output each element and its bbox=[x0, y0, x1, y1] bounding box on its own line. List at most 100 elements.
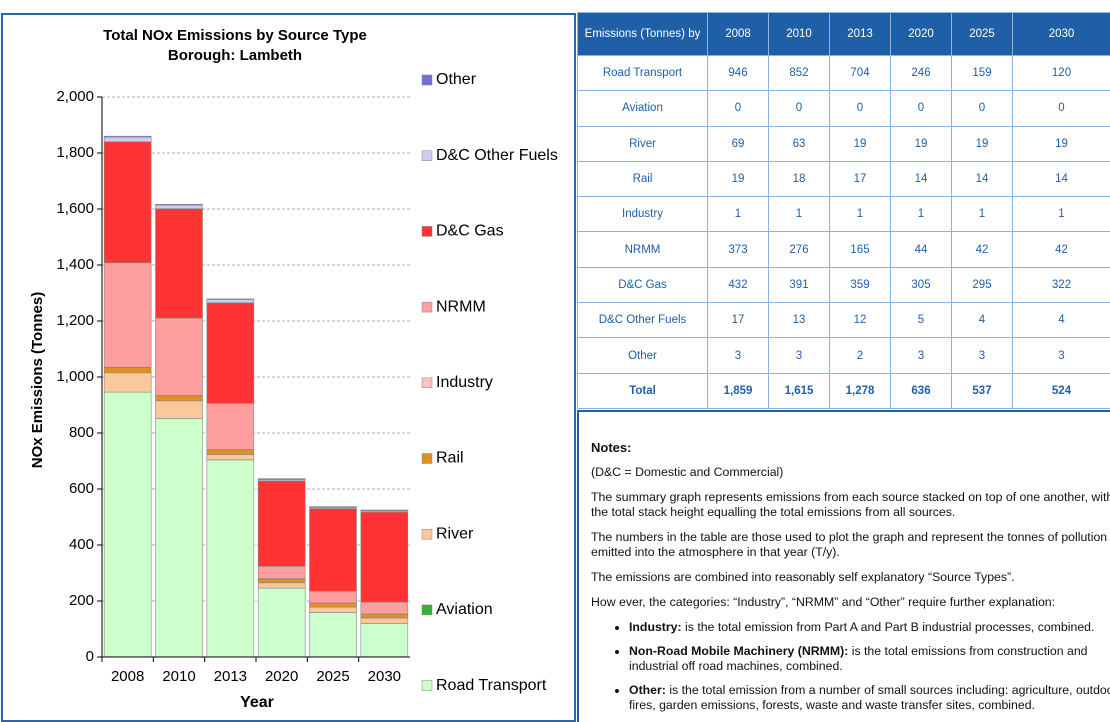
table-cell: 1 bbox=[707, 196, 769, 233]
table-cell: 159 bbox=[951, 54, 1013, 92]
table-cell: 1 bbox=[890, 196, 952, 233]
bar-segment bbox=[309, 602, 357, 608]
table-row: Other 3 3 2 3 3 3 bbox=[577, 337, 1110, 374]
chart-subtitle: Borough: Lambeth bbox=[168, 47, 302, 64]
y-tick-label: 600 bbox=[69, 480, 94, 497]
bar-segment bbox=[103, 372, 152, 393]
table-cell: 19 bbox=[890, 125, 952, 162]
legend-label: Rail bbox=[436, 450, 464, 467]
bar-segment bbox=[103, 141, 152, 264]
table-cell: 946 bbox=[707, 54, 769, 92]
table-cell: 3 bbox=[707, 337, 769, 374]
table-row: River 69 63 19 19 19 19 bbox=[577, 125, 1110, 162]
table-cell: 391 bbox=[768, 266, 830, 304]
y-tick-label: 1,800 bbox=[56, 144, 94, 161]
legend-swatch bbox=[421, 528, 433, 540]
bar-segment bbox=[257, 478, 306, 480]
table-cell: 165 bbox=[829, 231, 891, 268]
table-cell: 636 bbox=[890, 372, 952, 409]
table-cell: 14 bbox=[890, 160, 952, 198]
bar-segment bbox=[103, 262, 152, 368]
table-cell: 0 bbox=[890, 90, 952, 127]
bar-segment bbox=[155, 418, 203, 658]
table-cell: River bbox=[577, 125, 708, 162]
bar-segment bbox=[103, 367, 152, 374]
table-cell: 14 bbox=[951, 160, 1013, 198]
bar-segment bbox=[309, 606, 357, 613]
table-cell: 0 bbox=[707, 90, 769, 127]
bar-segment bbox=[360, 617, 409, 624]
legend-swatch bbox=[421, 604, 433, 616]
bullet-term: Non-Road Mobile Machinery (NRMM): bbox=[629, 644, 849, 658]
legend-label: River bbox=[436, 525, 474, 542]
table-cell: 305 bbox=[890, 266, 952, 304]
table-row: Industry 1 1 1 1 1 1 bbox=[577, 196, 1110, 233]
table-cell: 42 bbox=[951, 231, 1013, 268]
legend-swatch bbox=[421, 226, 433, 237]
chart-title: Total NOx Emissions by Source Type bbox=[103, 27, 367, 44]
table-cell: 0 bbox=[768, 90, 830, 127]
table-cell: 1,615 bbox=[768, 372, 830, 409]
notes-list: Industry: is the total emission from Par… bbox=[591, 620, 1110, 713]
table-cell: Rail bbox=[577, 160, 708, 198]
table-cell: 42 bbox=[1012, 231, 1110, 268]
table-cell: 63 bbox=[768, 125, 830, 162]
table-cell: D&C Gas bbox=[577, 266, 708, 304]
bar-segment bbox=[360, 623, 409, 658]
table-cell: 12 bbox=[829, 302, 891, 339]
notes-title: Notes: bbox=[591, 440, 632, 455]
table-cell: 3 bbox=[768, 337, 830, 374]
header-cell: 2008 bbox=[707, 12, 769, 56]
bar-segment bbox=[309, 590, 357, 604]
notes-paragraph: The summary graph represents emissions f… bbox=[591, 490, 1110, 519]
bar-segment bbox=[257, 587, 306, 658]
bar-segment bbox=[155, 203, 203, 206]
y-tick-label: 2,000 bbox=[56, 88, 94, 105]
table-cell: 17 bbox=[707, 302, 769, 339]
legend-swatch bbox=[421, 150, 433, 161]
legend-swatch bbox=[421, 680, 433, 691]
header-cell: 2025 bbox=[951, 12, 1013, 56]
legend-swatch bbox=[421, 453, 433, 464]
table-cell: Other bbox=[577, 337, 708, 374]
legend-label: Other bbox=[436, 71, 477, 88]
bullet-term: Other: bbox=[629, 683, 666, 697]
table-cell: 0 bbox=[829, 90, 891, 127]
y-tick-label: 1,000 bbox=[56, 368, 94, 385]
notes-paragraph: (D&C = Domestic and Commercial) bbox=[591, 465, 784, 479]
y-tick-label: 1,600 bbox=[56, 200, 94, 217]
bar-segment bbox=[206, 403, 255, 450]
bar-segment bbox=[257, 578, 306, 584]
notes-bullet: Non-Road Mobile Machinery (NRMM): is the… bbox=[629, 644, 1110, 674]
legend-swatch bbox=[421, 74, 433, 86]
table-cell: 322 bbox=[1012, 266, 1110, 304]
y-tick-label: 1,200 bbox=[56, 312, 94, 329]
table-row: NRMM 373 276 165 44 42 42 bbox=[577, 231, 1110, 268]
table-row: Total 1,859 1,615 1,278 636 537 524 bbox=[577, 372, 1110, 409]
legend-label: Industry bbox=[436, 374, 493, 391]
table-cell: NRMM bbox=[577, 231, 708, 268]
bar-segment bbox=[309, 612, 357, 658]
table-cell: 1 bbox=[829, 196, 891, 233]
bar-segment bbox=[206, 454, 255, 461]
header-cell: Emissions (Tonnes) by bbox=[577, 12, 708, 56]
legend-swatch bbox=[421, 377, 433, 389]
notes-paragraph: The emissions are combined into reasonab… bbox=[591, 570, 1015, 584]
table-row: Rail 19 18 17 14 14 14 bbox=[577, 160, 1110, 198]
bar-segment bbox=[257, 565, 306, 579]
bar-segment bbox=[360, 511, 409, 603]
table-cell: 1,859 bbox=[707, 372, 769, 409]
bar-segment bbox=[257, 480, 306, 567]
legend-label: Road Transport bbox=[436, 677, 547, 694]
bar-segment bbox=[155, 208, 203, 319]
bar-segment bbox=[155, 317, 203, 396]
notes-paragraph: The numbers in the table are those used … bbox=[591, 530, 1108, 559]
legend-label: Aviation bbox=[436, 601, 493, 618]
bar-segment bbox=[155, 400, 203, 419]
notes: Notes: (D&C = Domestic and Commercial) Th… bbox=[577, 410, 1110, 722]
notes-paragraph: How ever, the categories: “Industry”, “N… bbox=[591, 595, 1056, 609]
y-tick-label: 200 bbox=[69, 592, 94, 609]
bar-segment bbox=[103, 391, 152, 658]
bar-segment bbox=[103, 135, 152, 138]
table-body: Road Transport 946 852 704 246 159 120 Aviation… bbox=[577, 54, 1110, 409]
